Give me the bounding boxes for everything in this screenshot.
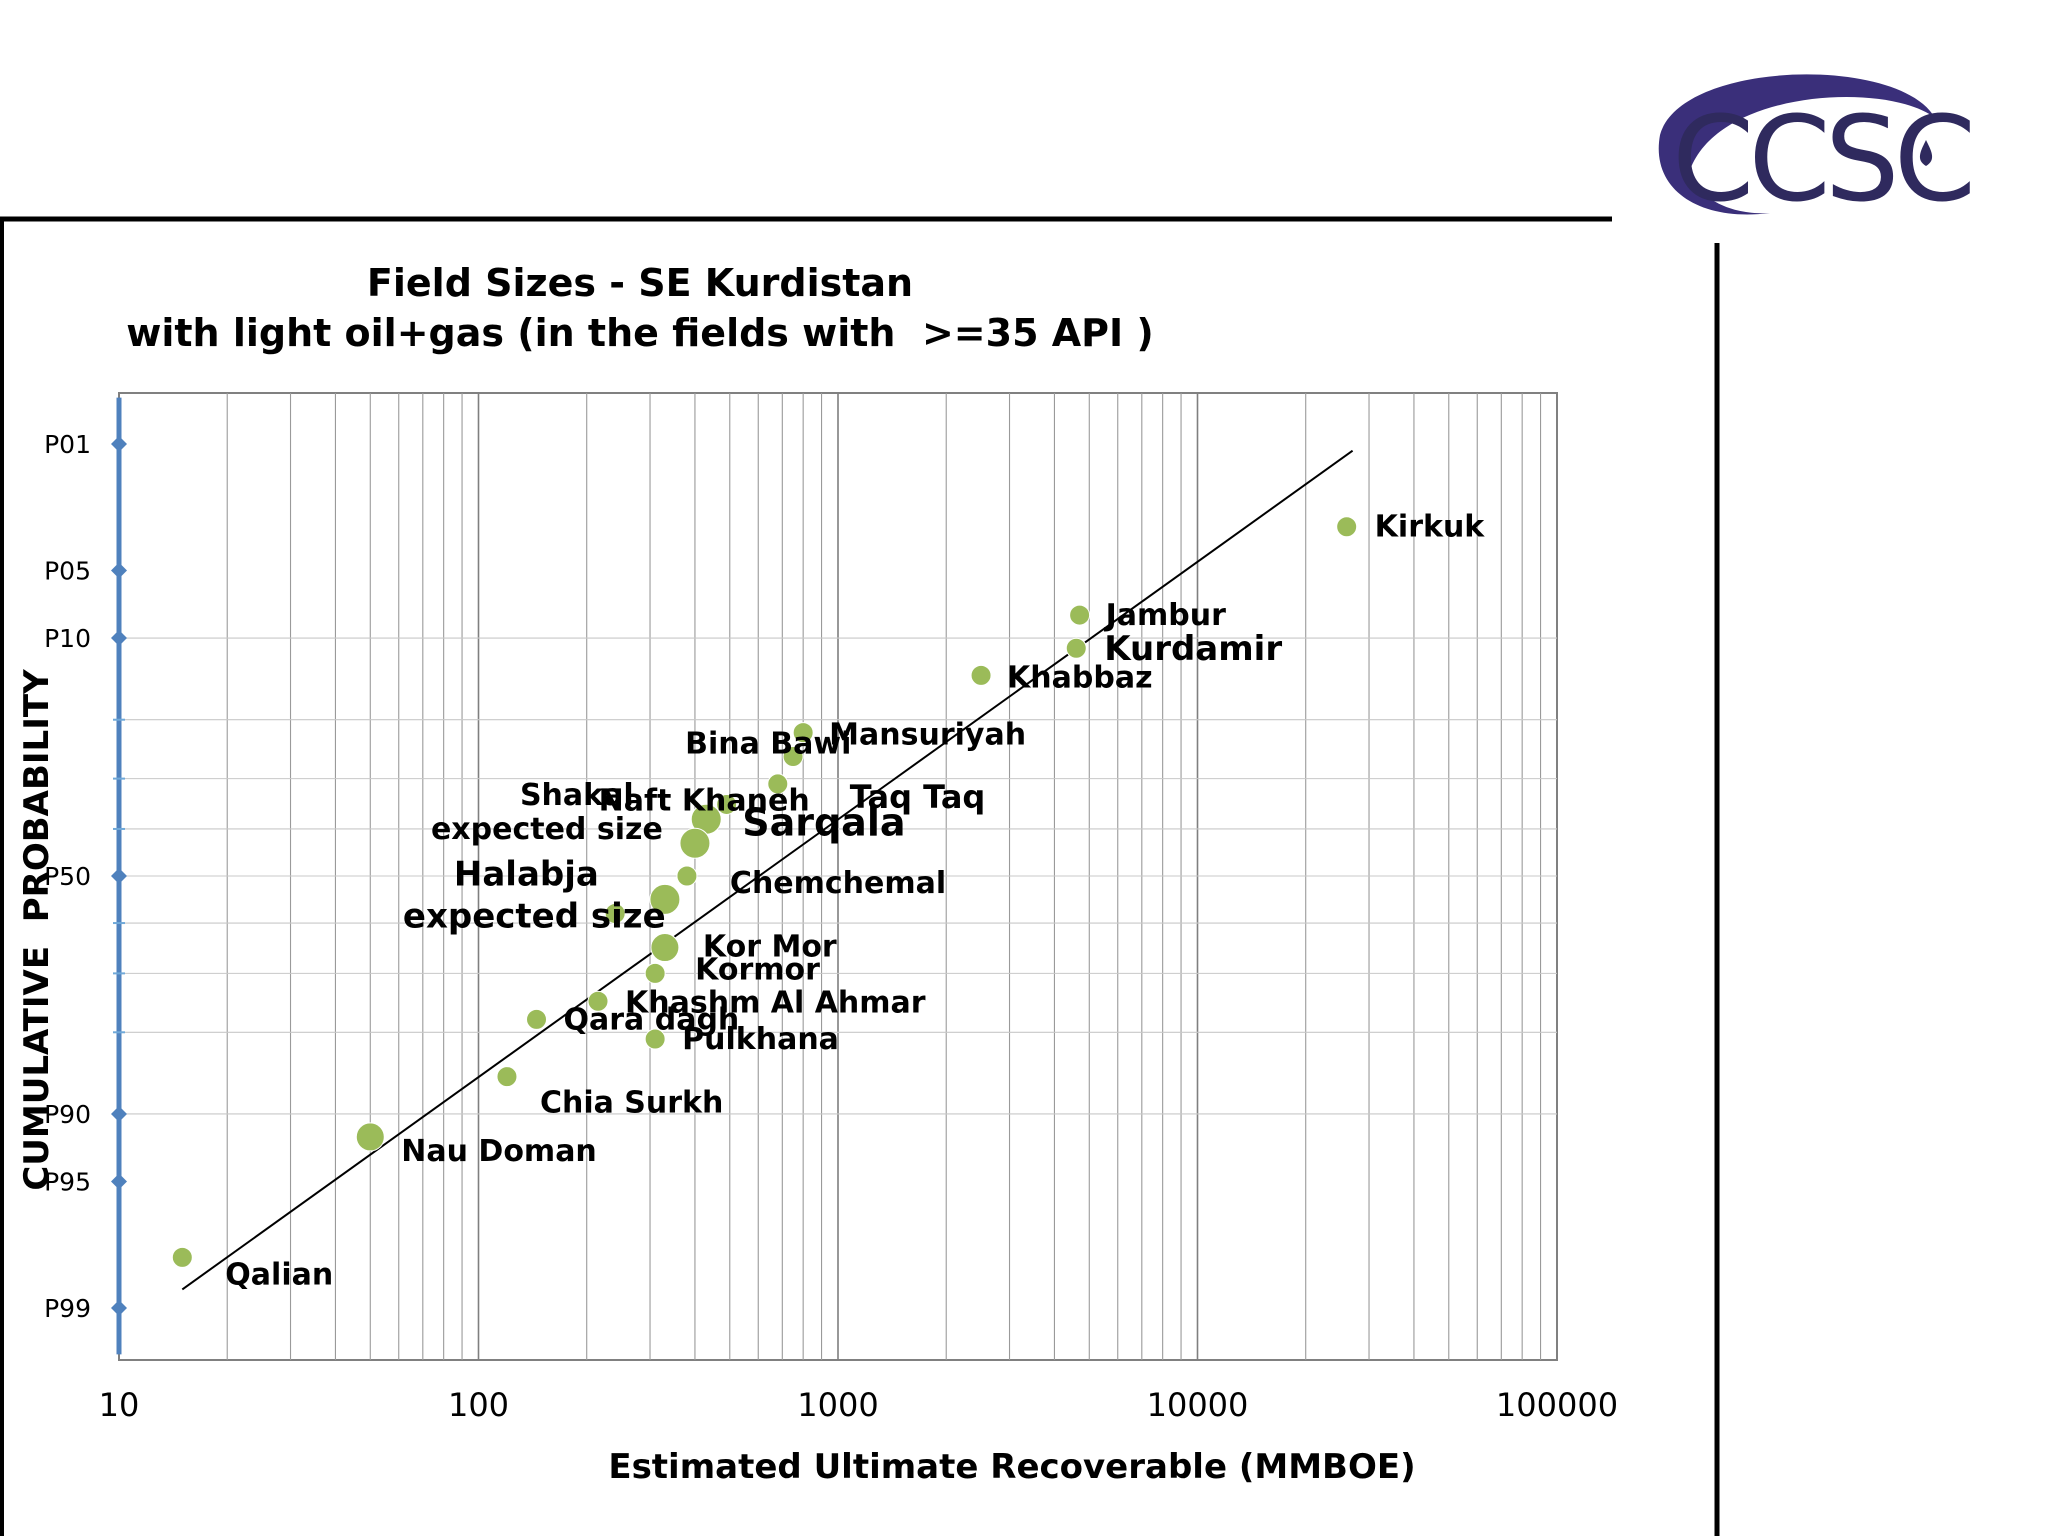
chart-title: Field Sizes - SE Kurdistan bbox=[367, 261, 913, 305]
point-label: Shakal bbox=[520, 778, 634, 813]
point-label: Chia Surkh bbox=[540, 1086, 723, 1121]
logo-swoosh bbox=[1658, 74, 1935, 215]
point-label: Mansuriyah bbox=[829, 718, 1026, 753]
y-axis-label: CUMULATIVE PROBABILITY bbox=[17, 669, 57, 1191]
data-point bbox=[650, 933, 680, 963]
y-tick-labels: P01 P05 P10 P50 P90 P95 P99 bbox=[44, 430, 91, 1323]
data-points bbox=[171, 516, 1358, 1268]
logo: CCSC bbox=[1658, 74, 1976, 228]
data-point bbox=[587, 990, 609, 1012]
data-point bbox=[644, 1028, 666, 1050]
y-axis-diamond-marker bbox=[111, 1173, 127, 1190]
y-tick-label: P95 bbox=[44, 1167, 91, 1196]
point-label: Naft Khaneh bbox=[599, 783, 810, 818]
point-label: expected size bbox=[431, 812, 663, 847]
point-label: Kurdamir bbox=[1104, 629, 1282, 669]
trendline bbox=[181, 449, 1354, 1291]
data-point bbox=[676, 865, 698, 887]
point-label: expected size bbox=[403, 896, 666, 936]
point-label: Halabja bbox=[454, 854, 599, 894]
y-tick-label: P10 bbox=[44, 624, 91, 653]
data-point bbox=[644, 962, 666, 984]
point-label: Bina Bawi bbox=[685, 727, 851, 762]
y-axis-diamond-marker bbox=[111, 630, 127, 647]
x-axis-label: Estimated Ultimate Recoverable (MMBOE) bbox=[608, 1447, 1415, 1487]
point-label: Qara dagh bbox=[564, 1002, 740, 1037]
point-label: Khashm Al Ahmar bbox=[625, 985, 926, 1020]
x-tick-labels: 10 100 1000 10000 100000 bbox=[99, 1386, 1618, 1424]
data-point bbox=[679, 827, 711, 859]
point-label: Khabbaz bbox=[1007, 660, 1153, 695]
x-tick-label: 10000 bbox=[1147, 1386, 1249, 1424]
y-tick-label: P90 bbox=[44, 1100, 91, 1129]
point-label: Nau Doman bbox=[401, 1134, 597, 1169]
point-label: Sarqala bbox=[742, 800, 905, 844]
data-point bbox=[604, 902, 626, 924]
data-point bbox=[171, 1246, 193, 1268]
data-point bbox=[1065, 637, 1087, 659]
y-axis-diamond-marker bbox=[111, 1105, 127, 1122]
data-point bbox=[782, 746, 804, 768]
y-axis bbox=[111, 397, 127, 1355]
grid bbox=[119, 393, 1557, 1360]
y-tick-label: P99 bbox=[44, 1294, 91, 1323]
point-label: Qalian bbox=[225, 1257, 333, 1292]
chart-subtitle: with light oil+gas (in the fields with >… bbox=[126, 311, 1153, 355]
point-label: Kormor bbox=[695, 952, 820, 987]
y-tick-label: P05 bbox=[44, 557, 91, 586]
data-point bbox=[355, 1122, 385, 1152]
x-tick-label: 10 bbox=[99, 1386, 140, 1424]
logo-drop-icon bbox=[1919, 140, 1933, 166]
data-point bbox=[716, 793, 738, 815]
y-axis-diamond-marker bbox=[111, 436, 127, 452]
point-label: Pulkhana bbox=[682, 1022, 839, 1057]
point-label: Chemchemal bbox=[730, 866, 946, 901]
point-label: Kor Mor bbox=[703, 930, 837, 965]
data-point bbox=[1069, 604, 1091, 626]
data-point bbox=[792, 722, 814, 744]
data-point bbox=[496, 1066, 518, 1088]
data-point bbox=[970, 664, 992, 686]
y-tick-label: P01 bbox=[44, 430, 91, 459]
data-point bbox=[526, 1008, 548, 1030]
x-tick-label: 100 bbox=[448, 1386, 509, 1424]
y-axis-diamond-marker bbox=[111, 562, 127, 579]
y-axis-diamond-marker bbox=[111, 1300, 127, 1316]
point-label: Taq Taq bbox=[850, 778, 986, 816]
x-tick-label: 1000 bbox=[797, 1386, 878, 1424]
y-tick-label: P50 bbox=[44, 862, 91, 891]
data-point bbox=[767, 773, 789, 795]
point-label: Jambur bbox=[1104, 598, 1226, 633]
x-tick-label: 100000 bbox=[1496, 1386, 1618, 1424]
data-point bbox=[649, 883, 681, 915]
data-point bbox=[1336, 516, 1358, 538]
point-label: Kirkuk bbox=[1375, 510, 1486, 545]
y-axis-diamond-marker bbox=[111, 868, 127, 884]
